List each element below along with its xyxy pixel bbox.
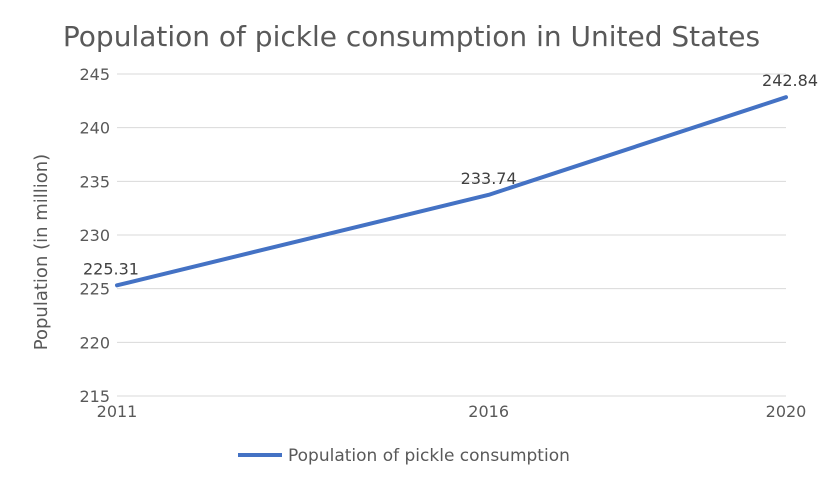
data-label-2011: 225.31	[83, 259, 139, 278]
data-label-2016: 233.74	[461, 169, 517, 188]
y-tick-label-235: 235	[79, 172, 110, 191]
y-tick-label-240: 240	[79, 119, 110, 138]
gridlines	[117, 73, 786, 397]
x-tick-label-2011: 2011	[97, 402, 138, 421]
legend-label: Population of pickle consumption	[288, 446, 570, 466]
y-axis-title: Population (in million)	[31, 154, 52, 350]
data-labels: 225.31 233.74 242.84	[83, 71, 818, 278]
data-label-2020: 242.84	[762, 71, 818, 90]
chart-title: Population of pickle consumption in Unit…	[62, 20, 761, 53]
y-axis-tick-labels: 215 220 225 230 235 240 245	[79, 65, 110, 406]
series-line-0	[115, 95, 788, 288]
y-tick-label-225: 225	[79, 280, 110, 299]
y-tick-label-230: 230	[79, 226, 110, 245]
legend: Population of pickle consumption	[238, 446, 570, 466]
x-tick-label-2020: 2020	[766, 402, 807, 421]
series-lines	[115, 95, 788, 288]
y-tick-label-220: 220	[79, 333, 110, 352]
x-tick-label-2016: 2016	[468, 402, 509, 421]
y-tick-label-215: 215	[79, 387, 110, 406]
y-tick-label-245: 245	[79, 65, 110, 84]
x-axis-tick-labels: 2011 2016 2020	[97, 402, 807, 421]
